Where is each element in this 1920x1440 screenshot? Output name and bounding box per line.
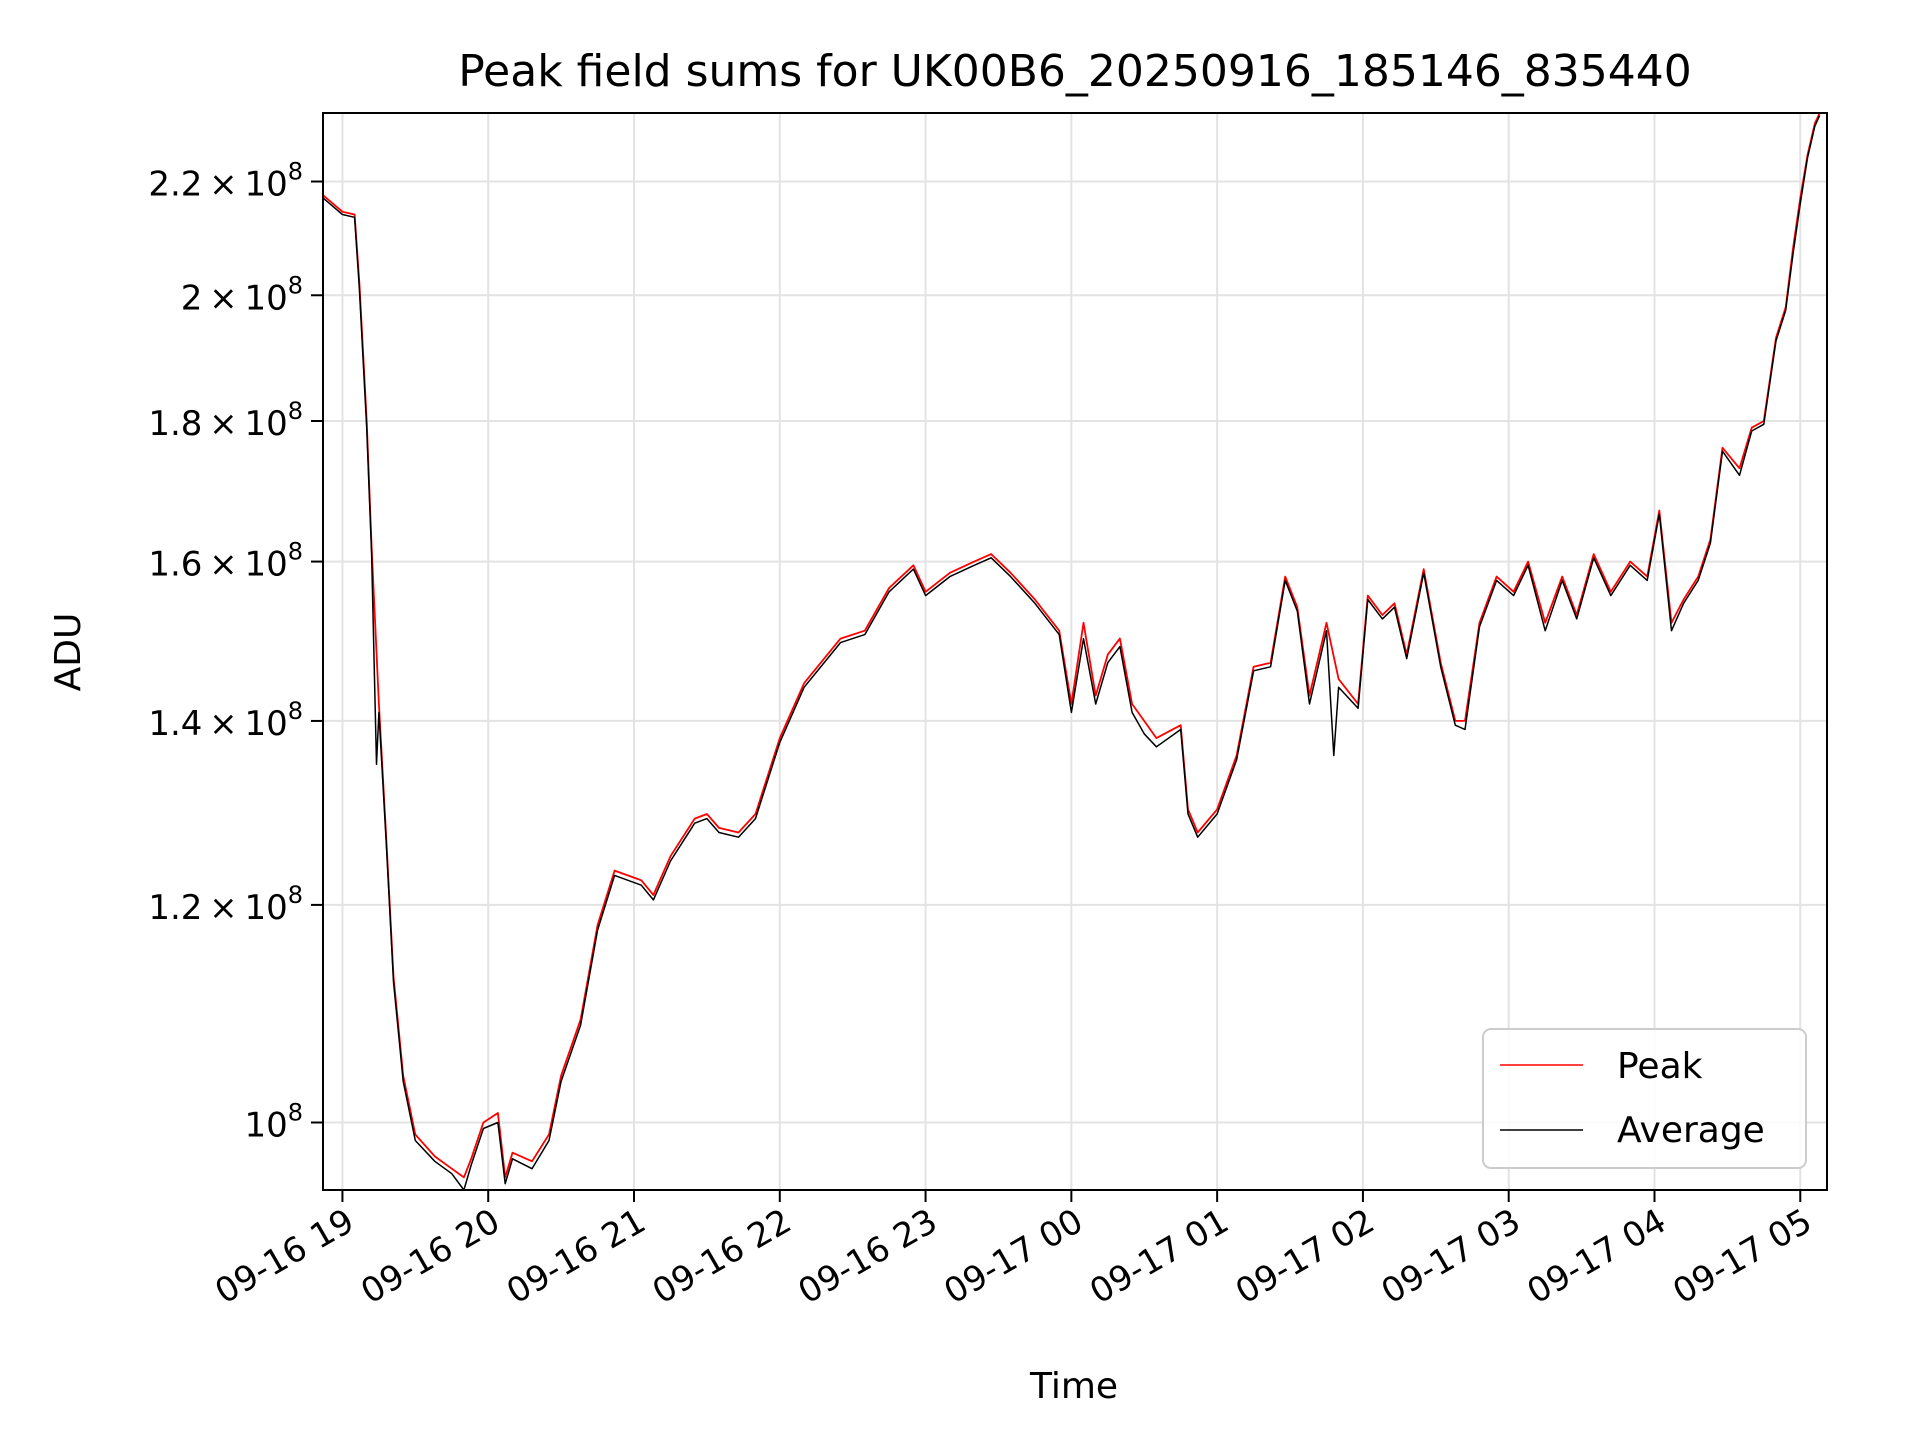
y-tick-label: 1.8 × 108 xyxy=(148,397,303,444)
y-tick-label: 1.4 × 108 xyxy=(148,697,303,744)
y-tick-label: 2.2 × 108 xyxy=(148,158,303,205)
series-lines xyxy=(322,112,1821,1191)
y-tick-label: 108 xyxy=(244,1098,303,1145)
legend-label-average: Average xyxy=(1617,1110,1765,1151)
chart-title: Peak field sums for UK00B6_20250916_1851… xyxy=(458,46,1692,97)
y-tick-label: 2 × 108 xyxy=(181,271,303,318)
y-tick-label: 1.2 × 108 xyxy=(148,881,303,928)
legend: Peak Average xyxy=(1482,1028,1807,1169)
grid xyxy=(323,113,1827,1190)
x-axis-label: Time xyxy=(1029,1366,1118,1407)
legend-box xyxy=(1482,1028,1807,1169)
y-tick-label: 1.6 × 108 xyxy=(148,538,303,585)
series-line-peak xyxy=(322,112,1821,1179)
series-line-average xyxy=(322,115,1821,1191)
plot-frame xyxy=(322,112,1828,1191)
y-axis-ticks: 108 1.2 × 108 1.4 × 108 1.6 × 108 1.8 × 108 2… xyxy=(148,158,323,1145)
legend-label-peak: Peak xyxy=(1617,1046,1703,1087)
y-axis-label: ADU xyxy=(48,613,89,692)
